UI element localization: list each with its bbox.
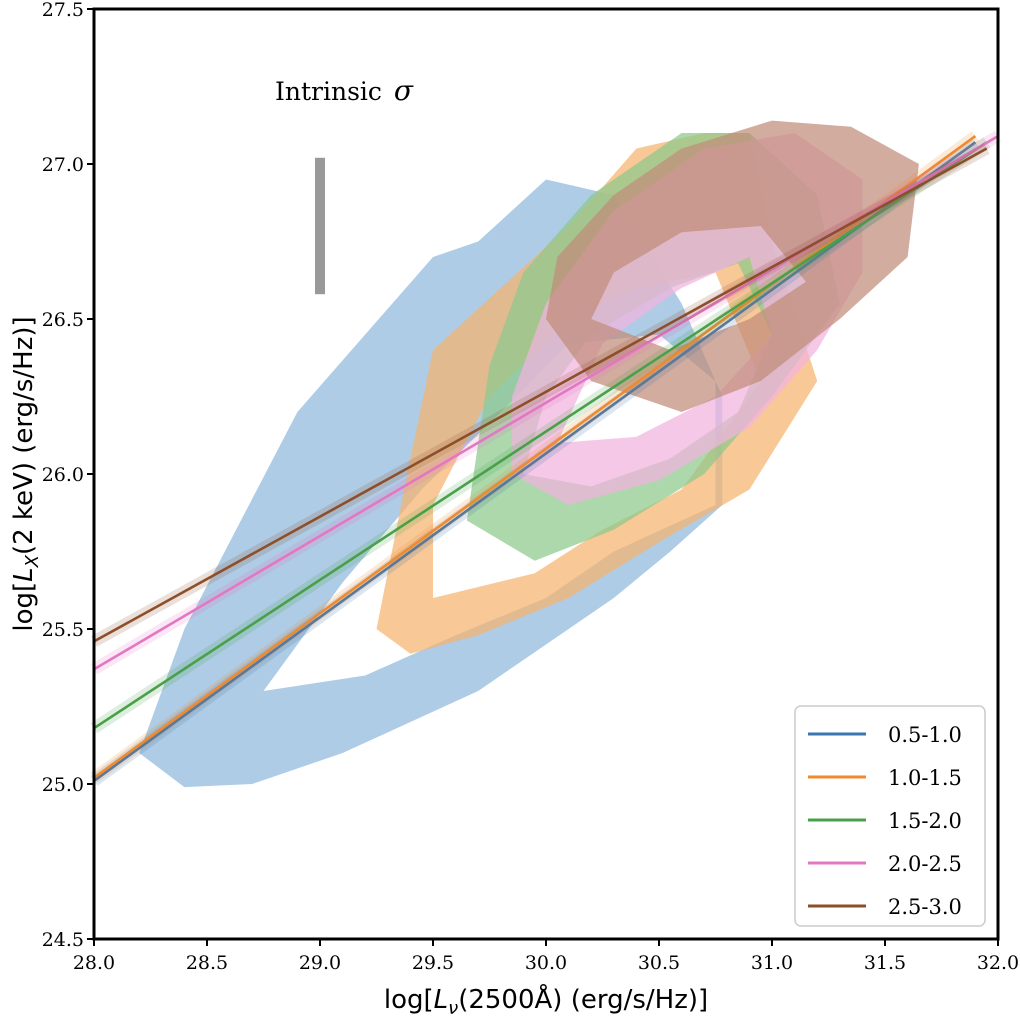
fit-line-2.5-3.0: [93, 147, 988, 643]
x-tick-label: 30.0: [525, 952, 567, 974]
legend-label-1.5-2.0: 1.5-2.0: [888, 809, 962, 833]
y-tick-label: 26.5: [42, 309, 84, 331]
fit-line-0.5-1.0: [93, 141, 977, 782]
y-tick-label: 27.0: [42, 154, 84, 176]
legend-label-1.0-1.5: 1.0-1.5: [888, 766, 962, 790]
x-tick-label: 32.0: [977, 952, 1019, 974]
legend: 0.5-1.0 1.0-1.5 1.5-2.0 2.0-2.5 2.5-3.0: [794, 705, 986, 927]
intrinsic-sigma-annotation: Intrinsic σ: [275, 74, 414, 295]
intrinsic-sigma-bar: [315, 157, 325, 295]
x-tick-label: 31.5: [864, 952, 906, 974]
axis-ticks: 28.0 28.5 29.0 29.5 30.0 30.5 31.0 31.5 32.0 24.5…: [42, 0, 1019, 974]
y-tick-label: 25.0: [42, 774, 84, 796]
x-tick-label: 28.0: [73, 952, 115, 974]
y-tick-label: 27.5: [42, 0, 84, 21]
legend-label-0.5-1.0: 0.5-1.0: [888, 723, 962, 747]
y-axis-label: log[LX(2 keV) (erg/s/Hz)]: [9, 316, 43, 631]
intrinsic-sigma-label: Intrinsic σ: [275, 74, 414, 107]
x-tick-label: 30.5: [638, 952, 680, 974]
fit-line-1.5-2.0: [93, 141, 988, 730]
fit-line-layer: [90, 130, 1002, 786]
y-tick-label: 25.5: [42, 619, 84, 641]
x-tick-label: 29.0: [299, 952, 341, 974]
fit-line-1.0-1.5: [93, 135, 977, 779]
x-axis-label: log[Lν(2500Å) (erg/s/Hz)]: [384, 983, 708, 1019]
legend-label-2.5-3.0: 2.5-3.0: [888, 895, 962, 919]
y-tick-label: 24.5: [42, 929, 84, 951]
x-tick-label: 31.0: [751, 952, 793, 974]
x-tick-label: 29.5: [412, 952, 454, 974]
x-tick-label: 28.5: [186, 952, 228, 974]
y-tick-label: 26.0: [42, 464, 84, 486]
legend-box: [794, 705, 986, 927]
legend-label-2.0-2.5: 2.0-2.5: [888, 852, 962, 876]
